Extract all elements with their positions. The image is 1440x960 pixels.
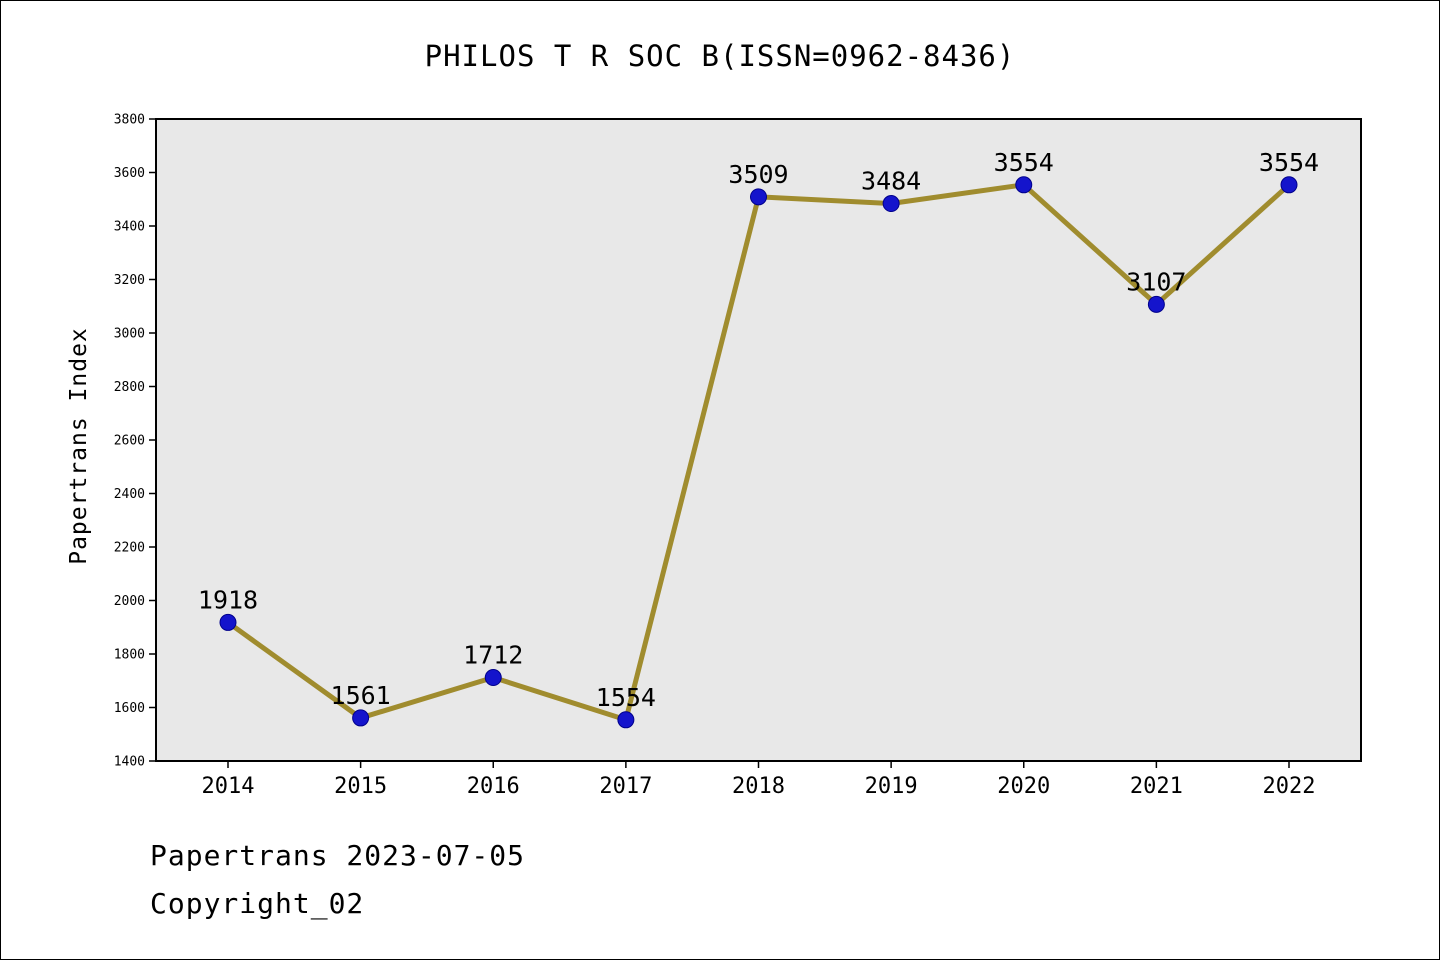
x-tick-label: 2020: [997, 774, 1050, 799]
x-tick-label: 2018: [732, 774, 785, 799]
data-point-label: 3554: [1259, 148, 1319, 177]
x-tick-label: 2021: [1130, 774, 1183, 799]
data-point: [750, 188, 767, 206]
data-point-label: 3509: [728, 160, 788, 189]
x-tick-label: 2015: [334, 774, 387, 799]
x-tick-label: 2016: [467, 774, 520, 799]
y-tick-label: 1800: [114, 648, 145, 663]
data-point-label: 1554: [596, 683, 656, 712]
data-point: [1147, 295, 1165, 313]
data-point-label: 1918: [198, 585, 258, 614]
y-tick-label: 2200: [114, 541, 145, 556]
y-tick-label: 1400: [114, 755, 145, 770]
y-tick-label: 3000: [114, 327, 145, 342]
data-point-label: 3554: [994, 148, 1054, 177]
axes-border: [155, 118, 1362, 762]
y-tick-label: 3400: [114, 220, 145, 235]
y-tick-label: 2400: [114, 487, 145, 502]
data-point: [1280, 176, 1298, 194]
y-tick-label: 2600: [114, 434, 145, 449]
footer-date: Papertrans 2023-07-05: [150, 839, 526, 872]
data-point: [882, 195, 900, 213]
data-point: [352, 709, 370, 727]
y-tick-label: 2000: [114, 594, 145, 609]
data-point: [484, 669, 502, 687]
data-point-label: 1712: [463, 641, 523, 670]
data-point-label: 3107: [1126, 267, 1186, 296]
x-tick-label: 2014: [202, 774, 255, 799]
y-tick-label: 3800: [114, 113, 145, 128]
data-point: [1015, 176, 1033, 194]
y-tick-label: 3200: [114, 273, 145, 288]
data-point-label: 1561: [331, 681, 391, 710]
chart-title: PHILOS T R SOC B(ISSN=0962-8436): [424, 39, 1016, 73]
data-point: [219, 613, 237, 631]
y-tick-label: 1600: [114, 701, 145, 716]
x-tick-label: 2017: [599, 774, 652, 799]
x-tick-label: 2022: [1263, 774, 1316, 799]
x-tick-label: 2019: [865, 774, 918, 799]
data-point-label: 3484: [861, 167, 921, 196]
data-point: [617, 711, 635, 729]
y-tick-label: 2800: [114, 380, 145, 395]
footer-copyright: Copyright_02: [150, 887, 365, 920]
plot-area: [156, 119, 1361, 761]
y-tick-label: 3600: [114, 166, 145, 181]
